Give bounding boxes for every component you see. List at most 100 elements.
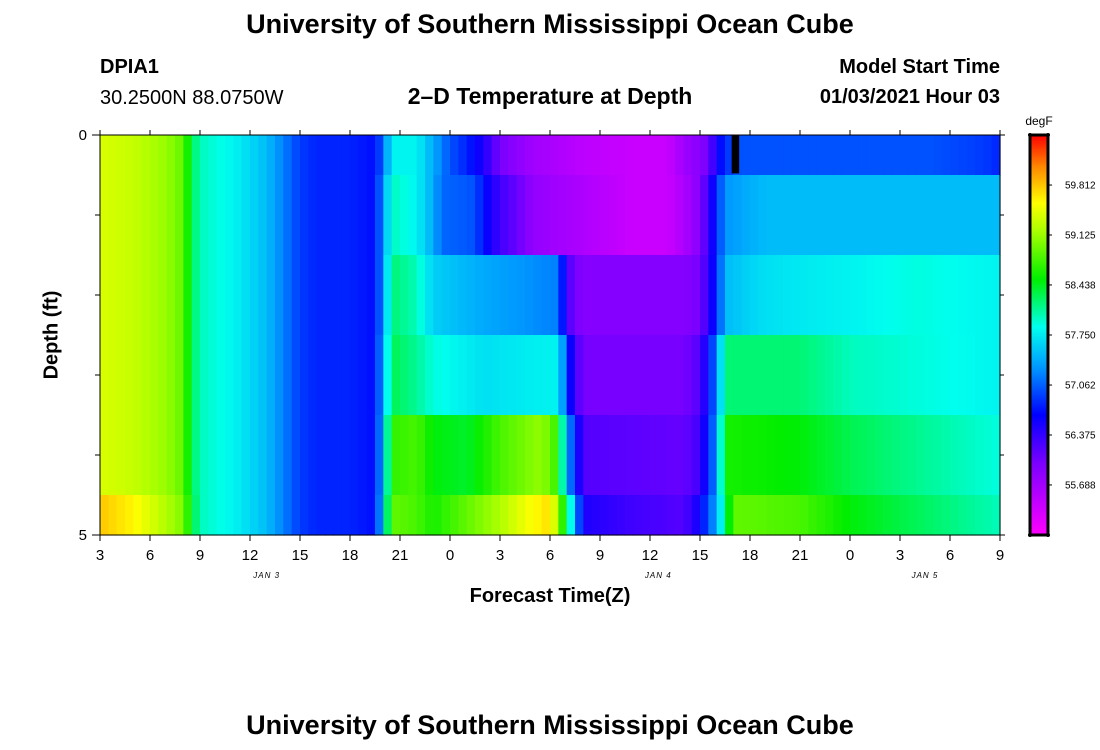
heatmap-cell bbox=[483, 335, 493, 416]
heatmap-cell bbox=[525, 135, 534, 176]
heatmap-cell bbox=[991, 415, 1001, 496]
heatmap-cell bbox=[475, 255, 484, 336]
heatmap-cell bbox=[541, 495, 551, 536]
heatmap-cell bbox=[850, 495, 859, 536]
heatmap-cell bbox=[391, 495, 401, 536]
heatmap-cell bbox=[583, 175, 593, 256]
heatmap-cell bbox=[408, 255, 418, 336]
heatmap-cell bbox=[875, 135, 884, 176]
heatmap-cell bbox=[941, 415, 951, 496]
heatmap-cell bbox=[358, 335, 368, 416]
heatmap-cell bbox=[450, 335, 459, 416]
heatmap-cell bbox=[625, 415, 634, 496]
heatmap-cell bbox=[241, 255, 251, 336]
heatmap-cell bbox=[891, 495, 901, 536]
heatmap-cell bbox=[225, 175, 234, 256]
heatmap-cell bbox=[775, 255, 784, 336]
heatmap-cell bbox=[216, 175, 226, 256]
heatmap-cell bbox=[208, 135, 218, 176]
heatmap-cell bbox=[733, 335, 743, 416]
heatmap-cell bbox=[500, 415, 509, 496]
heatmap-cell bbox=[341, 415, 351, 496]
heatmap-cell bbox=[558, 415, 568, 496]
heatmap-cell bbox=[275, 175, 284, 256]
heatmap-cell bbox=[816, 135, 826, 176]
heatmap-cell bbox=[800, 335, 809, 416]
heatmap-cell bbox=[700, 335, 709, 416]
heatmap-cell bbox=[391, 175, 401, 256]
heatmap-cell bbox=[208, 175, 218, 256]
heatmap-cell bbox=[558, 495, 568, 536]
heatmap-cell bbox=[983, 255, 993, 336]
heatmap-cell bbox=[258, 415, 268, 496]
heatmap-cell bbox=[666, 495, 676, 536]
heatmap-cell bbox=[741, 175, 751, 256]
heatmap-cell bbox=[708, 255, 718, 336]
heatmap-cell bbox=[775, 175, 784, 256]
heatmap-cell bbox=[575, 135, 584, 176]
heatmap-cell bbox=[500, 175, 509, 256]
heatmap-cell bbox=[100, 175, 109, 256]
heatmap-cell bbox=[166, 135, 176, 176]
heatmap-cell bbox=[741, 415, 751, 496]
heatmap-cell bbox=[575, 175, 584, 256]
heatmap-cell bbox=[666, 255, 676, 336]
heatmap-cell bbox=[725, 175, 734, 256]
x-tick-label: 0 bbox=[446, 547, 454, 564]
heatmap-cell bbox=[450, 135, 459, 176]
heatmap-cell bbox=[325, 335, 334, 416]
heatmap-cell bbox=[116, 335, 126, 416]
heatmap-cell bbox=[508, 495, 518, 536]
heatmap-cell bbox=[908, 175, 918, 256]
heatmap-cell bbox=[783, 255, 793, 336]
x-tick-label: 9 bbox=[596, 547, 604, 564]
heatmap-cell bbox=[175, 335, 184, 416]
heatmap-cell bbox=[750, 255, 759, 336]
heatmap-cell bbox=[308, 255, 318, 336]
heatmap-cell bbox=[458, 495, 468, 536]
heatmap-cell bbox=[716, 175, 726, 256]
heatmap-cell bbox=[941, 495, 951, 536]
heatmap-cell bbox=[358, 495, 368, 536]
heatmap-cell bbox=[808, 175, 818, 256]
heatmap-cell bbox=[883, 255, 893, 336]
heatmap-cell bbox=[775, 415, 784, 496]
heatmap-cell bbox=[483, 135, 493, 176]
heatmap-cell bbox=[225, 415, 234, 496]
heatmap-cell bbox=[133, 255, 143, 336]
heatmap-cell bbox=[716, 495, 726, 536]
heatmap-cell bbox=[283, 415, 293, 496]
heatmap-cell bbox=[833, 495, 843, 536]
heatmap-cell bbox=[983, 175, 993, 256]
heatmap-cell bbox=[816, 495, 826, 536]
heatmap-cell bbox=[683, 415, 693, 496]
heatmap-cell bbox=[883, 135, 893, 176]
heatmap-cell bbox=[741, 495, 751, 536]
heatmap-cell bbox=[325, 495, 334, 536]
heatmap-cell bbox=[233, 495, 243, 536]
heatmap-cell bbox=[141, 415, 151, 496]
heatmap-cell bbox=[508, 255, 518, 336]
heatmap-cell bbox=[300, 255, 309, 336]
heatmap-cell bbox=[350, 495, 359, 536]
heatmap-cell bbox=[150, 255, 159, 336]
heatmap-cell bbox=[500, 495, 509, 536]
heatmap-cell bbox=[441, 255, 451, 336]
heatmap-cell bbox=[483, 415, 493, 496]
heatmap-cell bbox=[408, 135, 418, 176]
heatmap-cell bbox=[291, 175, 301, 256]
heatmap-cell bbox=[366, 255, 376, 336]
heatmap-cell bbox=[441, 415, 451, 496]
heatmap-cell bbox=[691, 135, 701, 176]
heatmap-cell bbox=[958, 415, 968, 496]
heatmap-cell bbox=[391, 255, 401, 336]
model-start-label: Model Start Time bbox=[839, 56, 1000, 78]
heatmap-cell bbox=[350, 335, 359, 416]
heatmap-cell bbox=[950, 495, 959, 536]
station-id: DPIA1 bbox=[100, 56, 159, 78]
heatmap-cell bbox=[558, 255, 568, 336]
heatmap-cell bbox=[600, 175, 609, 256]
heatmap-cell bbox=[175, 495, 184, 536]
heatmap-cell bbox=[258, 255, 268, 336]
heatmap-cell bbox=[208, 415, 218, 496]
